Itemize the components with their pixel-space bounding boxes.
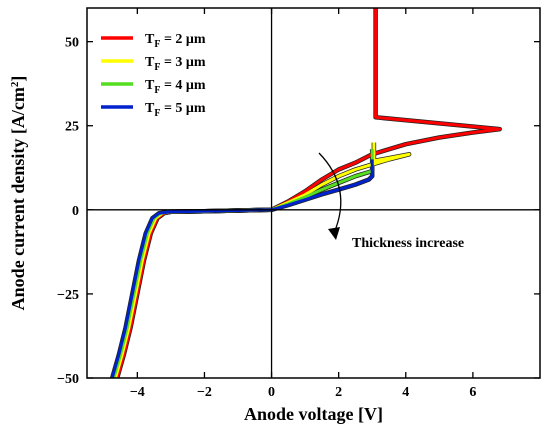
y-tick-label: 25	[65, 120, 79, 135]
x-tick-label: 2	[335, 385, 342, 400]
legend-label-4: TF = 5 μm	[145, 101, 206, 119]
arrow-head	[328, 227, 340, 240]
series-line-4	[110, 159, 374, 379]
x-tick-label: −2	[197, 385, 212, 400]
y-tick-label: −25	[57, 288, 79, 303]
legend: TF = 2 μm TF = 3 μm TF = 4 μm TF = 5 μm	[101, 32, 206, 119]
legend-label-1: TF = 2 μm	[145, 32, 206, 50]
y-axis-title: Anode current density [A/cm2]	[8, 76, 28, 311]
x-axis-title: Anode voltage [V]	[244, 404, 383, 424]
x-tick-label: 6	[469, 385, 476, 400]
y-axis-title-close: ]	[8, 76, 28, 82]
y-tick-label: 0	[72, 204, 79, 219]
annotation-text: Thickness increase	[352, 236, 464, 251]
series-outline-2	[113, 142, 412, 379]
ticks-layer: −4 −2 0 2 4 6 −50 −25 0 25 50	[57, 8, 540, 400]
y-axis-title-main: Anode current density [A/cm	[8, 87, 28, 310]
y-tick-label: 50	[65, 36, 79, 51]
annotation: Thickness increase	[318, 152, 464, 251]
curved-arrow	[318, 152, 342, 234]
x-tick-label: −4	[130, 385, 145, 400]
legend-label-3: TF = 4 μm	[145, 78, 206, 96]
plot-frame	[86, 7, 541, 379]
y-tick-label: −50	[57, 372, 79, 387]
legend-label-2: TF = 3 μm	[145, 55, 206, 73]
y-axis-title-sup: 2	[9, 81, 21, 87]
series-line-2	[114, 142, 411, 379]
series-line-3	[112, 149, 374, 379]
x-tick-label: 4	[402, 385, 409, 400]
x-tick-label: 0	[268, 385, 275, 400]
